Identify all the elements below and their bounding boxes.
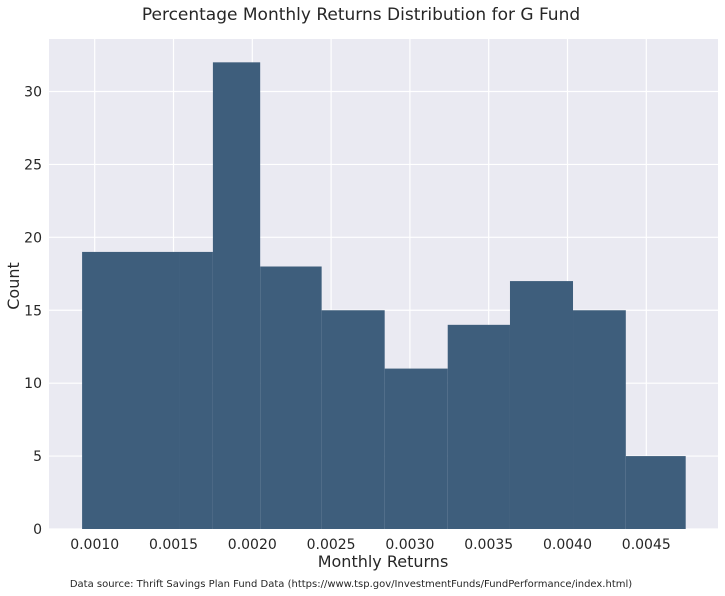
x-tick-label: 0.0035: [464, 537, 513, 553]
x-tick-label: 0.0045: [622, 537, 671, 553]
histogram-bar-1: [82, 251, 180, 529]
chart-title: Percentage Monthly Returns Distribution …: [142, 5, 580, 25]
x-tick-label: 0.0030: [385, 537, 434, 553]
histogram-bars: [82, 62, 686, 529]
histogram-bar-2: [179, 251, 213, 529]
histogram-bar-10: [625, 456, 686, 529]
x-tick-label: 0.0025: [307, 537, 356, 553]
x-axis-label: Monthly Returns: [318, 552, 449, 571]
y-tick-label: 0: [33, 522, 42, 538]
histogram-bar-4: [260, 266, 322, 529]
x-tick-label: 0.0010: [70, 537, 119, 553]
y-tick-label: 10: [24, 376, 42, 392]
x-tick-label: 0.0040: [543, 537, 592, 553]
histogram-bar-5: [321, 310, 385, 529]
y-tick-label: 20: [24, 230, 42, 246]
y-tick-label: 25: [24, 157, 42, 173]
y-axis-label: Count: [4, 262, 23, 310]
x-axis-ticks: 0.0010 0.0015 0.0020 0.0025 0.0030 0.0035 0.00…: [70, 537, 671, 553]
y-tick-label: 30: [24, 85, 42, 101]
histogram-bar-7: [447, 324, 510, 529]
x-tick-label: 0.0020: [228, 537, 277, 553]
histogram-bar-6: [384, 368, 448, 529]
y-tick-label: 15: [24, 303, 42, 319]
y-axis-ticks: 0 5 10 15 20 25 30: [24, 85, 42, 539]
histogram-bar-9: [573, 310, 626, 529]
histogram-bar-3: [212, 62, 261, 529]
data-source-note: Data source: Thrift Savings Plan Fund Da…: [70, 579, 632, 590]
x-tick-label: 0.0015: [149, 537, 198, 553]
histogram-bar-8: [509, 281, 574, 529]
y-tick-label: 5: [33, 449, 42, 465]
